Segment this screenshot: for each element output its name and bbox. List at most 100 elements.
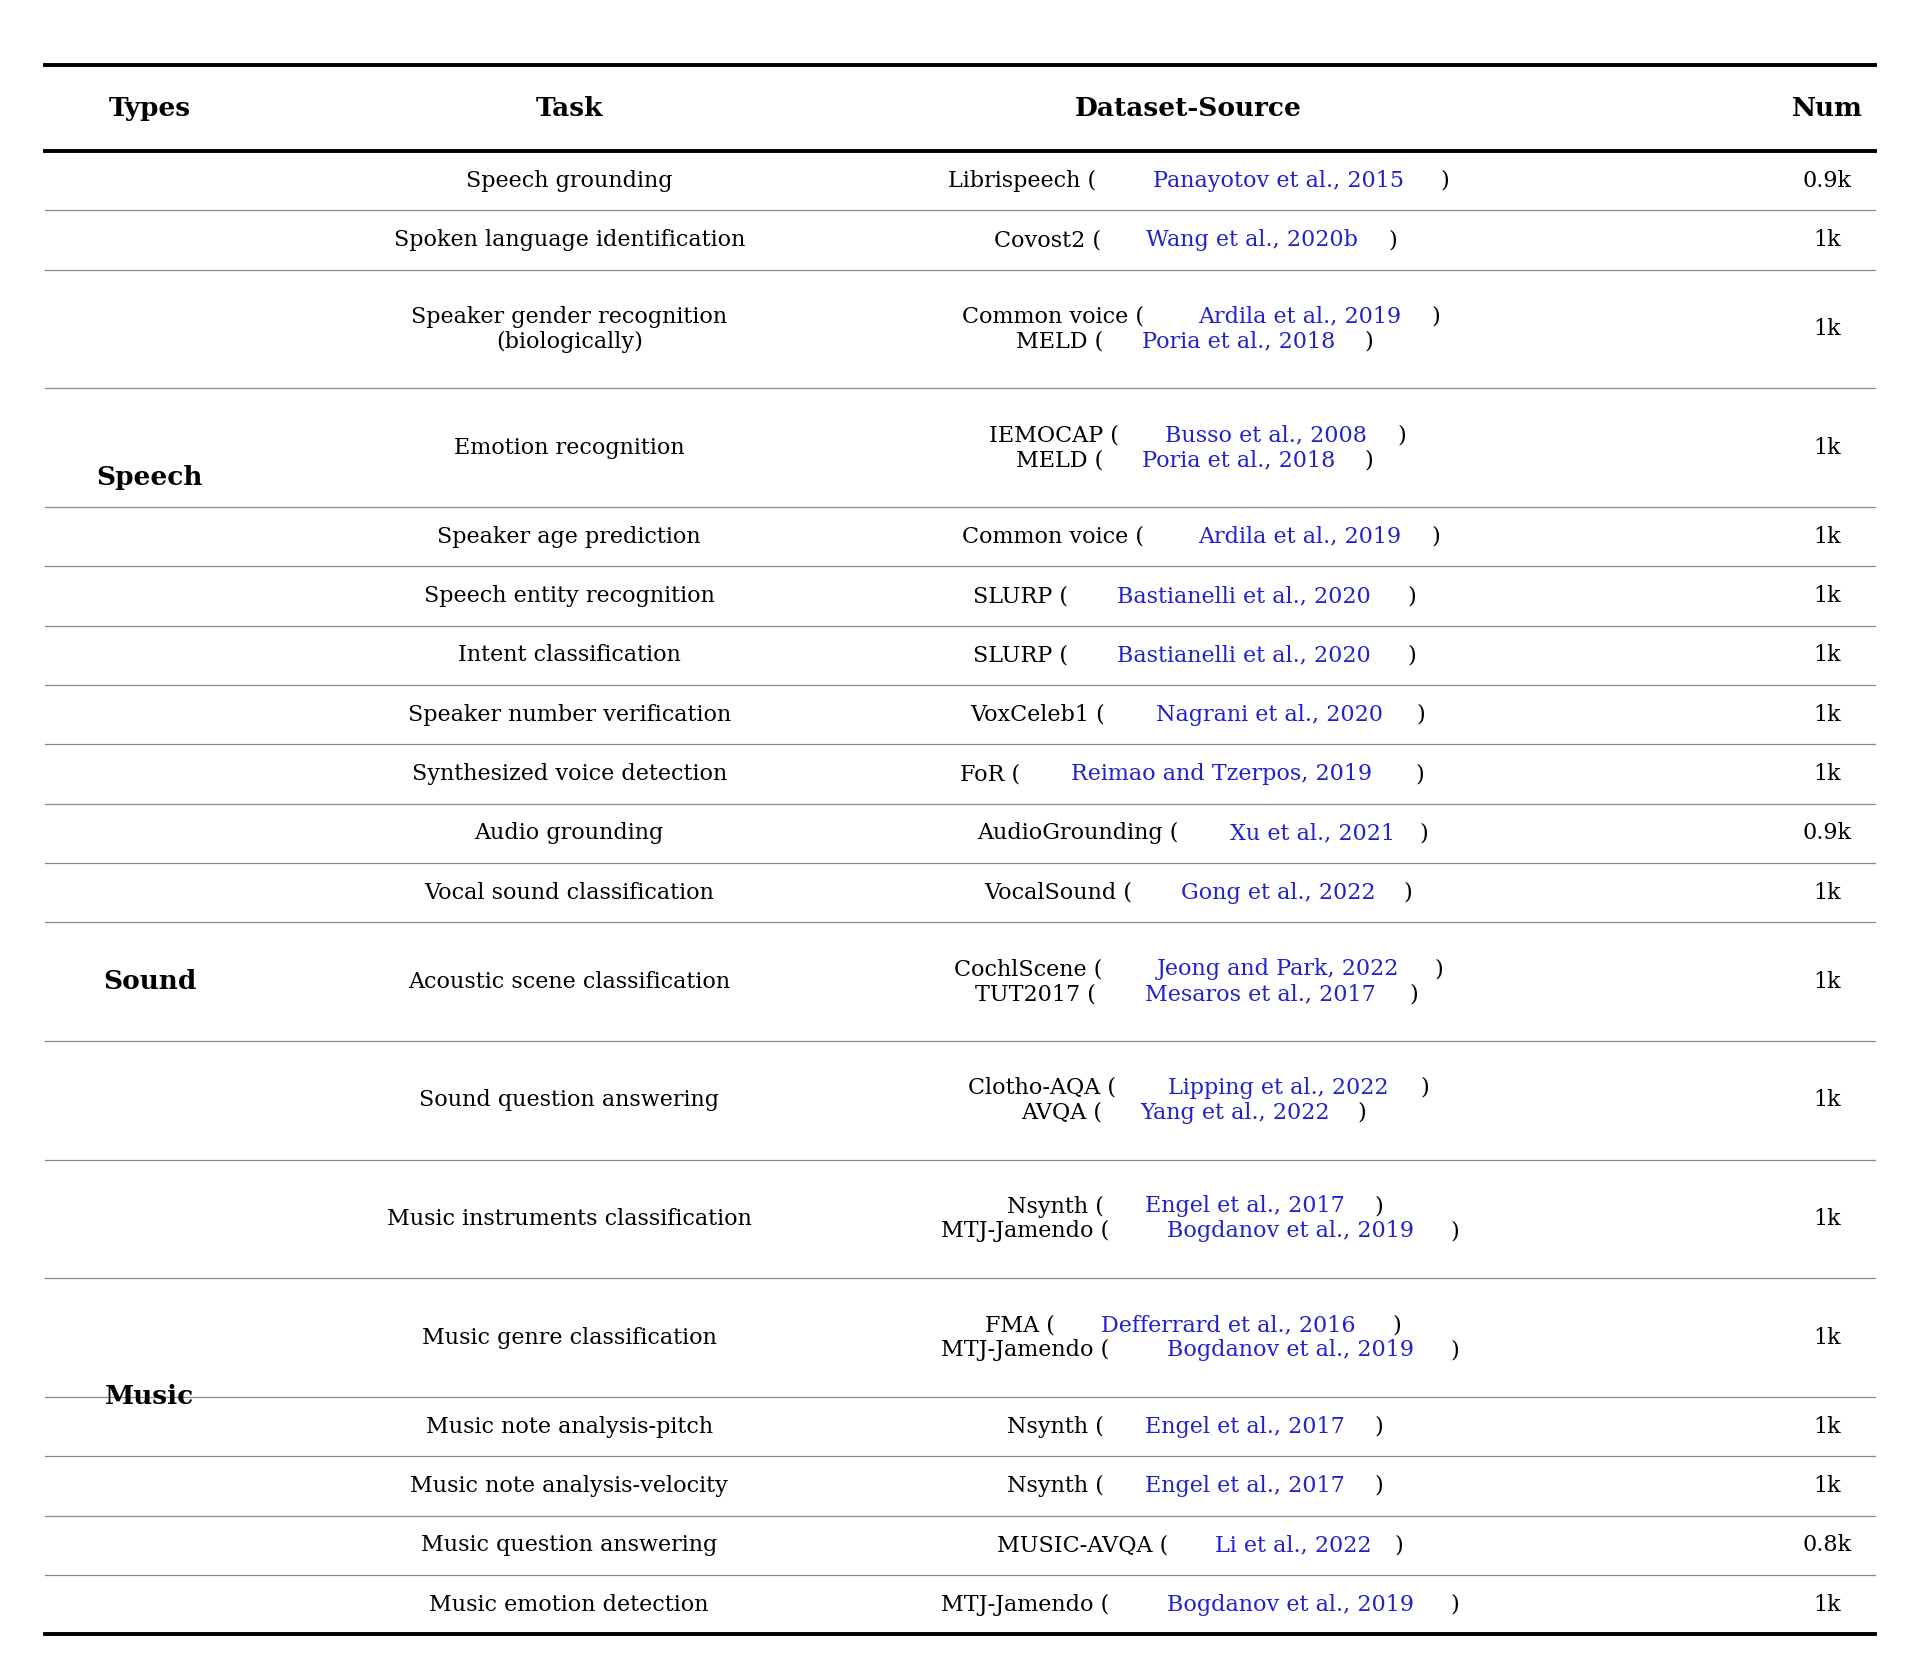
Text: ): ) bbox=[1430, 526, 1440, 548]
Text: ): ) bbox=[1398, 424, 1405, 446]
Text: Nagrani et al., 2020: Nagrani et al., 2020 bbox=[1156, 703, 1382, 725]
Text: ): ) bbox=[1417, 703, 1425, 725]
Text: Xu et al., 2021: Xu et al., 2021 bbox=[1229, 822, 1394, 844]
Text: Reimao and Tzerpos, 2019: Reimao and Tzerpos, 2019 bbox=[1071, 764, 1373, 785]
Text: 1k: 1k bbox=[1814, 1089, 1841, 1111]
Text: ): ) bbox=[1450, 1338, 1459, 1362]
Text: 1k: 1k bbox=[1814, 1415, 1841, 1437]
Text: Nsynth (: Nsynth ( bbox=[1006, 1475, 1104, 1497]
Text: ): ) bbox=[1409, 983, 1419, 1006]
Text: ): ) bbox=[1407, 645, 1417, 667]
Text: ): ) bbox=[1407, 585, 1417, 607]
Text: MTJ-Jamendo (: MTJ-Jamendo ( bbox=[941, 1594, 1110, 1616]
Text: FoR (: FoR ( bbox=[960, 764, 1020, 785]
Text: Clotho-AQA (: Clotho-AQA ( bbox=[968, 1076, 1116, 1100]
Text: Mesaros et al., 2017: Mesaros et al., 2017 bbox=[1144, 983, 1377, 1006]
Text: ): ) bbox=[1419, 822, 1428, 844]
Text: Jeong and Park, 2022: Jeong and Park, 2022 bbox=[1158, 957, 1400, 981]
Text: Bastianelli et al., 2020: Bastianelli et al., 2020 bbox=[1117, 645, 1371, 667]
Text: Engel et al., 2017: Engel et al., 2017 bbox=[1146, 1415, 1346, 1437]
Text: MUSIC-AVQA (: MUSIC-AVQA ( bbox=[996, 1534, 1169, 1556]
Text: SLURP (: SLURP ( bbox=[973, 645, 1068, 667]
Text: Dataset-Source: Dataset-Source bbox=[1075, 95, 1302, 120]
Text: Bastianelli et al., 2020: Bastianelli et al., 2020 bbox=[1117, 585, 1371, 607]
Text: ): ) bbox=[1363, 331, 1373, 353]
Text: 1k: 1k bbox=[1814, 1594, 1841, 1616]
Text: Nsynth (: Nsynth ( bbox=[1006, 1195, 1104, 1218]
Text: Common voice (: Common voice ( bbox=[962, 526, 1144, 548]
Text: Types: Types bbox=[109, 95, 190, 120]
Text: Ardila et al., 2019: Ardila et al., 2019 bbox=[1198, 306, 1402, 328]
Text: Audio grounding: Audio grounding bbox=[474, 822, 664, 844]
Text: Bogdanov et al., 2019: Bogdanov et al., 2019 bbox=[1167, 1594, 1415, 1616]
Text: Speaker age prediction: Speaker age prediction bbox=[438, 526, 701, 548]
Text: CochlScene (: CochlScene ( bbox=[954, 957, 1102, 981]
Text: Yang et al., 2022: Yang et al., 2022 bbox=[1140, 1101, 1331, 1125]
Text: Music emotion detection: Music emotion detection bbox=[430, 1594, 708, 1616]
Text: Covost2 (: Covost2 ( bbox=[995, 229, 1100, 251]
Text: Task: Task bbox=[536, 95, 603, 120]
Text: Poria et al., 2018: Poria et al., 2018 bbox=[1142, 331, 1336, 353]
Text: 0.9k: 0.9k bbox=[1803, 170, 1851, 192]
Text: AVQA (: AVQA ( bbox=[1021, 1101, 1102, 1125]
Text: ): ) bbox=[1430, 306, 1440, 328]
Text: Num: Num bbox=[1791, 95, 1862, 120]
Text: 1k: 1k bbox=[1814, 645, 1841, 667]
Text: Gong et al., 2022: Gong et al., 2022 bbox=[1181, 882, 1375, 904]
Text: Music note analysis-pitch: Music note analysis-pitch bbox=[426, 1415, 712, 1437]
Text: Spoken language identification: Spoken language identification bbox=[394, 229, 745, 251]
Text: Acoustic scene classification: Acoustic scene classification bbox=[409, 971, 730, 993]
Text: ): ) bbox=[1404, 882, 1413, 904]
Text: 1k: 1k bbox=[1814, 229, 1841, 251]
Text: 1k: 1k bbox=[1814, 585, 1841, 607]
Text: SLURP (: SLURP ( bbox=[973, 585, 1068, 607]
Text: 1k: 1k bbox=[1814, 1475, 1841, 1497]
Text: 0.8k: 0.8k bbox=[1803, 1534, 1853, 1556]
Text: Wang et al., 2020b: Wang et al., 2020b bbox=[1146, 229, 1357, 251]
Text: (biologically): (biologically) bbox=[495, 331, 643, 353]
Text: Bogdanov et al., 2019: Bogdanov et al., 2019 bbox=[1167, 1220, 1415, 1243]
Text: ): ) bbox=[1394, 1534, 1404, 1556]
Text: Engel et al., 2017: Engel et al., 2017 bbox=[1146, 1475, 1346, 1497]
Text: Intent classification: Intent classification bbox=[457, 645, 682, 667]
Text: Music note analysis-velocity: Music note analysis-velocity bbox=[411, 1475, 728, 1497]
Text: ): ) bbox=[1440, 170, 1450, 192]
Text: Engel et al., 2017: Engel et al., 2017 bbox=[1146, 1195, 1346, 1218]
Text: Panayotov et al., 2015: Panayotov et al., 2015 bbox=[1152, 170, 1404, 192]
Text: 1k: 1k bbox=[1814, 1327, 1841, 1348]
Text: 1k: 1k bbox=[1814, 1208, 1841, 1230]
Text: Li et al., 2022: Li et al., 2022 bbox=[1215, 1534, 1371, 1556]
Text: ): ) bbox=[1375, 1195, 1382, 1218]
Text: Music question answering: Music question answering bbox=[420, 1534, 718, 1556]
Text: Speaker number verification: Speaker number verification bbox=[407, 703, 732, 725]
Text: 1k: 1k bbox=[1814, 436, 1841, 460]
Text: Synthesized voice detection: Synthesized voice detection bbox=[411, 764, 728, 785]
Text: 1k: 1k bbox=[1814, 703, 1841, 725]
Text: ): ) bbox=[1357, 1101, 1367, 1125]
Text: Music instruments classification: Music instruments classification bbox=[386, 1208, 753, 1230]
Text: ): ) bbox=[1421, 1076, 1428, 1100]
Text: Sound question answering: Sound question answering bbox=[419, 1089, 720, 1111]
Text: Defferrard et al., 2016: Defferrard et al., 2016 bbox=[1100, 1313, 1356, 1337]
Text: MTJ-Jamendo (: MTJ-Jamendo ( bbox=[941, 1220, 1110, 1243]
Text: IEMOCAP (: IEMOCAP ( bbox=[989, 424, 1119, 446]
Text: ): ) bbox=[1375, 1415, 1382, 1437]
Text: ): ) bbox=[1363, 449, 1373, 471]
Text: Speech entity recognition: Speech entity recognition bbox=[424, 585, 714, 607]
Text: Librispeech (: Librispeech ( bbox=[948, 170, 1096, 192]
Text: 1k: 1k bbox=[1814, 882, 1841, 904]
Text: ): ) bbox=[1392, 1313, 1402, 1337]
Text: 1k: 1k bbox=[1814, 526, 1841, 548]
Text: Speech grounding: Speech grounding bbox=[467, 170, 672, 192]
Text: AudioGrounding (: AudioGrounding ( bbox=[977, 822, 1179, 844]
Text: ): ) bbox=[1415, 764, 1425, 785]
Text: 1k: 1k bbox=[1814, 971, 1841, 993]
Text: Bogdanov et al., 2019: Bogdanov et al., 2019 bbox=[1167, 1338, 1415, 1362]
Text: MTJ-Jamendo (: MTJ-Jamendo ( bbox=[941, 1338, 1110, 1362]
Text: TUT2017 (: TUT2017 ( bbox=[975, 983, 1096, 1006]
Text: Common voice (: Common voice ( bbox=[962, 306, 1144, 328]
Text: Vocal sound classification: Vocal sound classification bbox=[424, 882, 714, 904]
Text: MELD (: MELD ( bbox=[1016, 449, 1102, 471]
Text: Ardila et al., 2019: Ardila et al., 2019 bbox=[1198, 526, 1402, 548]
Text: Busso et al., 2008: Busso et al., 2008 bbox=[1165, 424, 1367, 446]
